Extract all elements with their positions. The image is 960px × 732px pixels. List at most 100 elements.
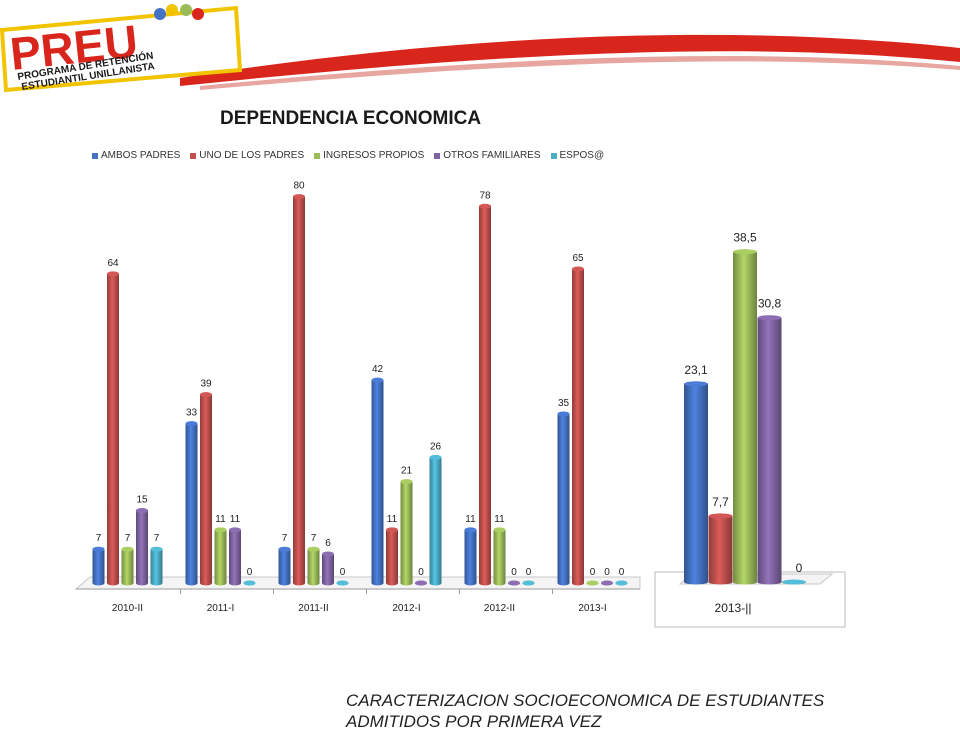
data-label: 7: [125, 533, 131, 544]
data-label: 39: [200, 379, 212, 390]
bar-2010-II-0: [92, 546, 105, 586]
bar-2012-I-3: [415, 580, 427, 586]
header-banner: PREU PROGRAMA DE RETENCIÓN ESTUDIANTIL U…: [0, 4, 960, 93]
bar-2013-II-0: [684, 381, 708, 585]
bar-2011-II-3: [322, 551, 334, 586]
x-tick-label: 2011-II: [298, 603, 328, 614]
legend-swatch: [314, 152, 321, 159]
data-label: 7: [154, 533, 160, 544]
bar-2011-II-2: [307, 546, 320, 586]
legend-label: UNO DE LOS PADRES: [199, 150, 305, 161]
bar-2013-I-4: [615, 580, 628, 586]
data-label: 0: [526, 567, 532, 578]
data-label: 33: [186, 408, 198, 419]
bar-2013-II-4: [782, 579, 806, 585]
bar-2013-II-2: [733, 249, 757, 585]
bar-2012-I-1: [386, 527, 398, 586]
bar-2013-I-0: [557, 411, 570, 586]
legend-swatch: [92, 152, 98, 159]
chart-legend: AMBOS PADRES UNO DE LOS PADRES INGRESOS …: [92, 150, 604, 161]
data-label: 0: [340, 567, 346, 578]
footer-caption: CARACTERIZACION SOCIOECONOMICA DE ESTUDI…: [346, 690, 824, 732]
legend-item-uno-de-los-padres: UNO DE LOS PADRES: [190, 150, 304, 161]
legend-swatch: [190, 152, 197, 159]
chart-title: DEPENDENCIA ECONOMICA: [220, 108, 482, 129]
bar-2011-I-4: [243, 580, 256, 586]
legend-label: AMBOS PADRES: [101, 150, 181, 161]
bar-2011-I-2: [214, 527, 227, 586]
data-label: 64: [107, 258, 119, 269]
data-label: 11: [494, 514, 505, 525]
data-label: 0: [619, 567, 625, 578]
bar-2012-II-2: [493, 527, 506, 586]
data-label: 23,1: [684, 363, 708, 377]
bar-2013-II-3: [757, 315, 782, 585]
bar-2010-II-3: [136, 508, 148, 586]
data-label: 11: [230, 514, 241, 525]
header-swoosh: [180, 34, 960, 86]
data-label: 11: [465, 514, 476, 525]
x-tick-label: 2012-II: [484, 603, 515, 614]
bar-2012-II-1: [479, 203, 491, 586]
bar-2012-II-3: [508, 580, 520, 586]
hands-icon: [154, 4, 204, 20]
data-label: 6: [325, 538, 331, 549]
legend-label: ESPOS@: [559, 150, 605, 161]
legend-swatch: [550, 152, 557, 159]
data-label: 7: [96, 533, 102, 544]
data-label: 0: [796, 561, 803, 575]
bar-2012-II-0: [464, 527, 477, 586]
data-label: 80: [293, 181, 305, 192]
x-tick-label: 2011-I: [207, 603, 235, 614]
second-bar-chart: 23,1 7,7 38,5 30,8 0 2013-||: [654, 231, 846, 628]
legend-label: OTROS FAMILIARES: [443, 150, 541, 161]
bar-2013-I-3: [601, 580, 613, 586]
data-label: 0: [511, 567, 517, 578]
legend-item-ambos-padres: AMBOS PADRES: [92, 150, 180, 161]
data-label: 21: [401, 466, 413, 477]
data-label: 0: [590, 567, 596, 578]
data-label: 15: [136, 495, 148, 506]
bar-2011-I-1: [200, 392, 212, 586]
bar-2011-I-0: [185, 421, 198, 586]
legend-item-otros-familiares: OTROS FAMILIARES: [434, 150, 541, 161]
x-tick-label: 2013-||: [715, 601, 752, 615]
data-label: 65: [572, 253, 584, 264]
data-label: 26: [430, 441, 442, 452]
data-label: 11: [215, 514, 226, 525]
bar-2012-II-4: [522, 580, 535, 586]
legend-item-espos: ESPOS@: [550, 150, 605, 161]
data-label: 78: [479, 190, 491, 201]
data-label: 42: [372, 364, 384, 375]
footer-line2: ADMITIDOS POR PRIMERA VEZ: [346, 712, 602, 731]
footer-line1: CARACTERIZACION SOCIOECONOMICA DE ESTUDI…: [346, 691, 825, 710]
bar-2011-II-0: [278, 546, 291, 586]
data-label: 7: [282, 533, 288, 544]
data-label: 0: [418, 567, 424, 578]
bar-2011-I-3: [229, 527, 241, 586]
bar-2012-I-2: [400, 479, 413, 586]
legend-item-ingresos-propios: INGRESOS PROPIOS: [314, 150, 424, 161]
bar-2013-I-2: [586, 580, 599, 586]
data-label: 38,5: [733, 231, 757, 245]
data-label: 0: [604, 567, 610, 578]
data-label: 30,8: [758, 297, 782, 311]
bar-2012-I-0: [371, 377, 384, 586]
bar-2010-II-1: [107, 271, 119, 586]
legend-swatch: [434, 152, 441, 159]
bar-2011-II-4: [336, 580, 349, 586]
bar-2011-II-1: [293, 194, 305, 586]
x-tick-label: 2013-I: [578, 603, 606, 614]
bar-2010-II-4: [150, 546, 163, 586]
header-swoosh-shadow: [200, 56, 960, 90]
legend-label: INGRESOS PROPIOS: [323, 150, 425, 161]
data-label: 0: [247, 567, 253, 578]
data-label: 7: [311, 533, 317, 544]
bar-2010-II-2: [121, 546, 134, 586]
bar-2013-II-1: [708, 513, 733, 585]
data-label: 7,7: [712, 495, 729, 509]
bar-2013-I-1: [572, 266, 584, 586]
x-tick-label: 2010-II: [112, 603, 143, 614]
data-label: 35: [558, 398, 570, 409]
